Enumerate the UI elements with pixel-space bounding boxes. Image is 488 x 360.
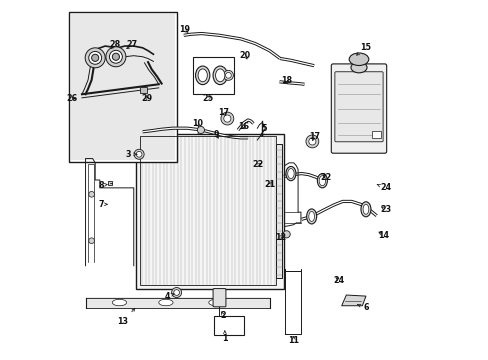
Text: 26: 26 [67,94,78,103]
Ellipse shape [198,69,207,82]
Circle shape [109,50,122,63]
Circle shape [91,54,99,62]
Ellipse shape [215,69,224,82]
FancyBboxPatch shape [213,289,225,307]
Text: 4: 4 [164,292,174,301]
Circle shape [173,290,179,296]
Ellipse shape [360,202,370,217]
Text: 1: 1 [222,331,227,343]
FancyBboxPatch shape [334,72,382,142]
Circle shape [225,72,231,78]
Text: 28: 28 [109,40,121,49]
Ellipse shape [350,62,366,73]
Text: 8: 8 [98,181,107,190]
Ellipse shape [306,209,316,224]
Text: 2: 2 [220,311,225,320]
Circle shape [88,51,102,64]
Bar [108,181,112,185]
Circle shape [85,48,105,68]
Text: 18: 18 [281,76,292,85]
Circle shape [224,115,230,122]
Circle shape [197,126,204,134]
Polygon shape [341,295,365,306]
Text: 19: 19 [179,26,190,35]
Ellipse shape [213,66,227,85]
Text: 7: 7 [98,200,107,209]
Text: 9: 9 [213,130,218,139]
Ellipse shape [208,299,223,306]
Text: 25: 25 [202,94,213,103]
Text: 5: 5 [261,124,266,136]
Ellipse shape [112,299,126,306]
Text: 6: 6 [357,303,368,312]
Circle shape [134,149,144,159]
Text: 29: 29 [142,94,153,103]
Bar [372,131,381,138]
Text: 20: 20 [239,51,250,60]
Text: 11: 11 [288,336,299,345]
Circle shape [171,288,181,297]
Ellipse shape [317,174,326,188]
Text: 10: 10 [191,119,203,128]
Bar [140,136,275,285]
Text: 17: 17 [218,108,229,117]
Ellipse shape [363,204,368,214]
Text: 24: 24 [376,183,390,192]
Ellipse shape [195,66,209,85]
Circle shape [283,231,290,238]
Bar [192,57,233,94]
Text: 12: 12 [274,233,285,242]
Text: 24: 24 [333,275,344,284]
Text: 16: 16 [238,122,249,131]
Text: 15: 15 [356,43,371,55]
Bar [275,144,282,278]
Circle shape [305,135,318,148]
Circle shape [112,53,119,60]
Ellipse shape [348,53,368,66]
Text: 23: 23 [379,205,390,214]
Bar [69,12,176,162]
Text: 27: 27 [126,40,137,49]
Ellipse shape [287,168,294,179]
Circle shape [88,238,94,244]
Text: 22: 22 [252,161,263,170]
Ellipse shape [285,166,295,181]
Text: 22: 22 [320,173,331,182]
Circle shape [221,112,233,125]
Text: 3: 3 [125,150,137,159]
Text: 17: 17 [308,132,319,141]
Text: 21: 21 [264,180,275,189]
Circle shape [223,70,233,80]
Ellipse shape [319,176,325,186]
Bar [214,316,244,336]
Text: 14: 14 [378,231,388,240]
Bar [135,134,283,289]
FancyBboxPatch shape [331,64,386,153]
Circle shape [136,152,142,157]
Bar [71,14,175,160]
Circle shape [308,138,315,145]
Ellipse shape [159,299,173,306]
Circle shape [106,47,125,67]
Bar [140,87,147,93]
Text: 13: 13 [117,309,135,325]
Ellipse shape [308,211,314,221]
Circle shape [88,192,94,197]
